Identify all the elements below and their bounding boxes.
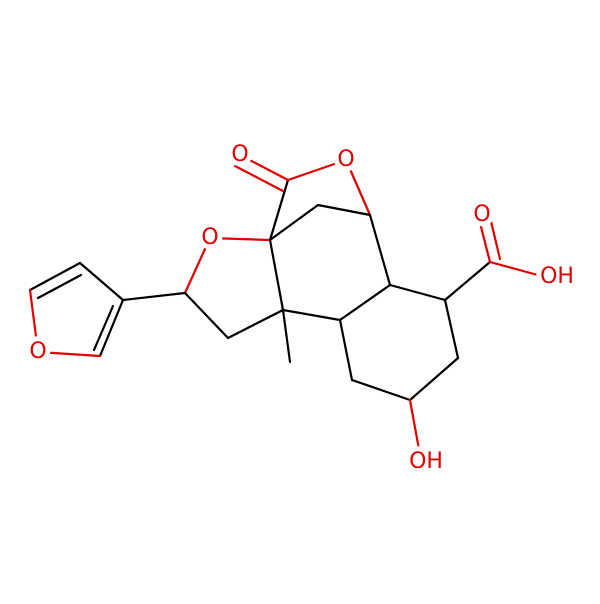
bond — [121, 291, 187, 302]
bonds — [28, 153, 547, 457]
atom-label: OH — [409, 449, 443, 474]
bond — [208, 236, 272, 242]
bond — [78, 261, 125, 302]
atom-label: O — [337, 147, 354, 172]
bond — [408, 398, 422, 457]
bond — [350, 378, 412, 402]
bond — [281, 308, 342, 322]
bond — [36, 350, 102, 358]
bond — [488, 260, 547, 279]
bond — [92, 304, 115, 352]
bond — [443, 298, 460, 360]
atom-label: OH — [540, 264, 574, 289]
atom-label: O — [473, 202, 490, 227]
bond — [487, 211, 502, 261]
atom-label: O — [201, 225, 218, 250]
bond — [268, 203, 320, 242]
atom-label: O — [29, 339, 46, 364]
bond — [338, 318, 354, 382]
bond — [281, 308, 292, 364]
bond — [286, 158, 348, 182]
bond — [238, 153, 290, 182]
bond — [28, 261, 82, 292]
bond — [338, 283, 392, 322]
bond — [36, 273, 83, 300]
bond — [98, 298, 125, 358]
bond — [388, 283, 447, 302]
bond — [183, 236, 212, 295]
atom-label: O — [231, 142, 248, 167]
bond — [443, 260, 492, 302]
bond — [368, 213, 392, 287]
bond — [183, 291, 230, 340]
bond — [344, 158, 372, 217]
bond — [226, 308, 285, 340]
bond — [408, 356, 460, 402]
bond — [268, 178, 290, 242]
bond — [268, 238, 285, 312]
bond — [316, 203, 372, 217]
bond — [233, 164, 285, 193]
bond — [28, 288, 40, 354]
bond — [476, 213, 492, 264]
